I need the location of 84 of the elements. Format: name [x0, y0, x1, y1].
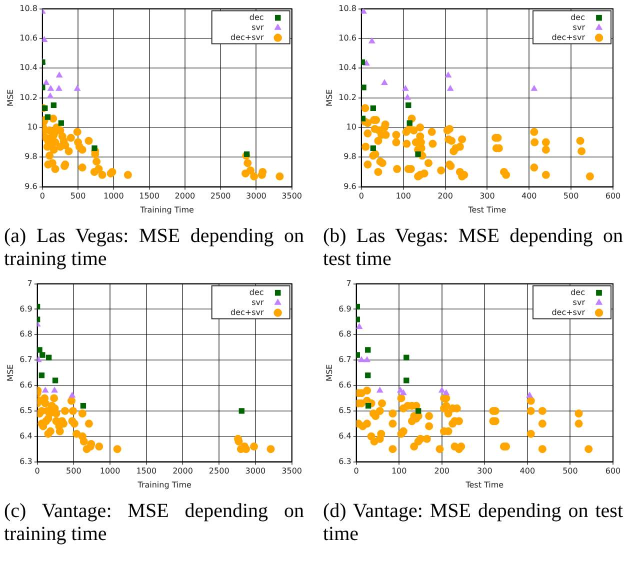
y-tick-label: 6.8 [20, 330, 32, 339]
x-tick-label: 3000 [245, 466, 266, 476]
y-tick-label: 9.8 [24, 152, 38, 162]
x-tick-label: 100 [391, 466, 407, 476]
y-tick-label: 6.7 [338, 355, 352, 364]
legend-label: dec [249, 12, 264, 22]
x-tick-label: 1500 [139, 192, 160, 201]
y-tick-label: 6.7 [20, 355, 32, 364]
text: (b) Las Vegas: MSE depending on test time [323, 225, 623, 271]
legend-label: dec [570, 12, 585, 22]
x-tick-label: 0 [34, 466, 40, 476]
x-tick-label: 2500 [210, 192, 231, 201]
x-tick-label: 100 [396, 192, 411, 201]
legend-label: svr [572, 298, 586, 307]
x-tick-label: 400 [520, 466, 536, 476]
y-tick-label: 10.6 [338, 34, 356, 43]
y-tick-label: 6.8 [338, 330, 352, 339]
legend-label: dec [249, 288, 264, 297]
legend-label: dec+svr [230, 32, 265, 42]
y-tick-label: 10.4 [338, 63, 356, 72]
x-tick-label: 200 [434, 466, 450, 476]
x-tick-label: 3500 [282, 192, 302, 201]
x-tick-label: 1000 [103, 192, 124, 201]
y-axis-title: MSE [324, 89, 334, 106]
legend-label: dec+svr [552, 32, 586, 42]
y-tick-label: 10.8 [20, 4, 38, 13]
x-tick-label: 0 [354, 466, 359, 476]
x-tick-label: 2000 [174, 192, 196, 201]
legend-label: svr [572, 22, 586, 32]
y-tick-label: 6.6 [20, 380, 32, 390]
text: (c) Vantage: MSE depending on training time [4, 500, 304, 546]
legend-label: svr [252, 22, 265, 32]
y-tick-label: 6.6 [338, 380, 352, 390]
y-tick-label: 10 [346, 122, 356, 132]
x-tick-label: 500 [66, 466, 82, 476]
y-tick-label: 6.4 [338, 431, 352, 440]
y-tick-label: 9.6 [344, 182, 356, 191]
y-tick-label: 9.6 [24, 182, 38, 191]
x-tick-label: 3000 [246, 192, 266, 201]
x-tick-label: 0 [40, 192, 45, 201]
x-axis-title: Training Time [139, 205, 194, 214]
y-tick-label: 6.5 [20, 406, 32, 416]
x-axis-title: Test Time [464, 480, 504, 490]
y-tick-label: 6.4 [20, 431, 32, 440]
x-tick-label: 200 [438, 192, 453, 201]
text: (a) Las Vegas: MSE depending on training time [4, 225, 304, 271]
x-axis-title: Training Time [136, 480, 192, 490]
y-tick-label: 6.9 [338, 304, 352, 314]
x-tick-label: 500 [70, 192, 86, 201]
x-tick-label: 2500 [208, 466, 230, 476]
text: (d) Vantage: MSE depending on test time [323, 500, 623, 546]
legend-label: dec+svr [230, 308, 265, 317]
y-tick-label: 7 [346, 278, 352, 288]
y-tick-label: 6.9 [20, 304, 32, 314]
x-tick-label: 400 [521, 192, 537, 201]
y-axis-title: MSE [6, 89, 15, 106]
x-tick-label: 600 [605, 466, 621, 476]
y-tick-label: 6.3 [338, 456, 352, 466]
y-tick-label: 10.8 [338, 4, 356, 13]
x-tick-label: 600 [605, 192, 621, 201]
y-axis-title: MSE [6, 364, 15, 382]
legend-label: dec [570, 288, 585, 297]
x-axis-title: Test Time [467, 205, 506, 214]
y-tick-label: 10 [27, 122, 38, 132]
y-axis-title: MSE [324, 364, 334, 382]
x-tick-label: 3500 [282, 466, 302, 476]
legend-label: svr [252, 298, 265, 307]
x-tick-label: 1000 [100, 466, 120, 476]
y-tick-label: 10.2 [338, 92, 356, 102]
x-tick-label: 300 [480, 192, 495, 201]
legend-label: dec+svr [552, 308, 586, 317]
x-tick-label: 1500 [136, 466, 157, 476]
x-tick-label: 0 [358, 192, 364, 201]
x-tick-label: 2000 [172, 466, 193, 476]
y-tick-label: 10.2 [20, 92, 38, 102]
y-tick-label: 7 [27, 278, 32, 288]
x-tick-label: 500 [563, 192, 579, 201]
x-tick-label: 300 [477, 466, 492, 476]
y-tick-label: 6.5 [338, 406, 352, 416]
x-tick-label: 500 [562, 466, 578, 476]
y-tick-label: 10.6 [20, 34, 38, 43]
y-tick-label: 6.3 [20, 456, 32, 466]
y-tick-label: 10.4 [20, 63, 38, 72]
y-tick-label: 9.8 [344, 152, 356, 162]
